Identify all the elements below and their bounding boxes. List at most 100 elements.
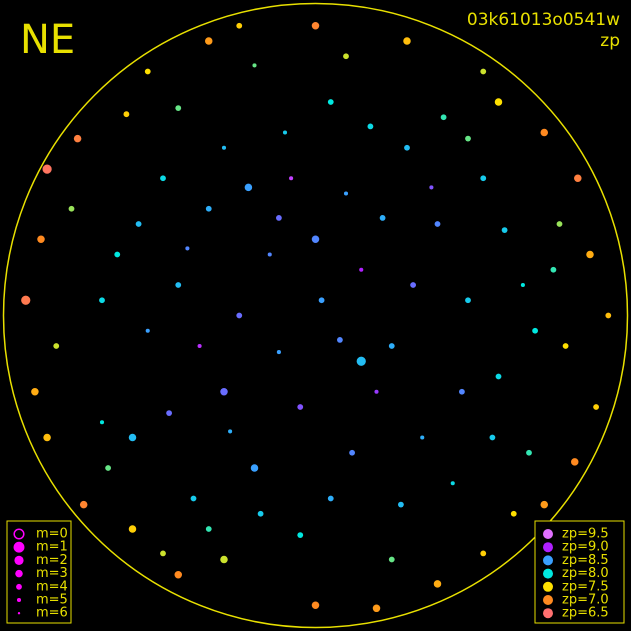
- star: [388, 556, 395, 563]
- star: [289, 176, 294, 181]
- m-legend-marker: [16, 597, 22, 603]
- zp-legend-label: zp=8.0: [562, 566, 609, 581]
- star: [367, 123, 374, 130]
- star: [123, 111, 130, 118]
- zp-legend-label: zp=7.0: [562, 593, 609, 608]
- zp-legend-marker: [543, 568, 553, 579]
- chart-title: NE: [20, 17, 75, 63]
- star: [175, 282, 182, 288]
- m-legend-marker: [13, 528, 25, 540]
- star: [586, 250, 594, 259]
- star: [244, 183, 253, 192]
- star: [128, 433, 137, 442]
- star: [160, 550, 166, 557]
- star: [145, 328, 150, 333]
- star: [343, 53, 349, 60]
- star: [99, 297, 105, 304]
- zp-legend-label: zp=6.5: [562, 606, 609, 621]
- star: [374, 389, 379, 394]
- star: [43, 433, 51, 442]
- m-legend-marker: [13, 541, 25, 553]
- zp-legend-label: zp=8.5: [562, 553, 609, 568]
- star: [297, 532, 304, 538]
- m-legend-label: m=0: [36, 527, 68, 542]
- star: [311, 601, 320, 609]
- zp-legend-marker: [543, 608, 553, 619]
- star: [356, 356, 366, 366]
- star: [429, 185, 434, 190]
- star: [550, 266, 557, 273]
- zp-legend-marker: [543, 555, 553, 566]
- star: [349, 449, 355, 456]
- star: [480, 175, 487, 182]
- star: [311, 235, 320, 243]
- star: [185, 246, 190, 251]
- zp-legend-marker: [543, 595, 553, 605]
- star: [160, 175, 166, 182]
- star: [128, 525, 137, 533]
- star: [276, 350, 281, 355]
- star: [21, 295, 31, 305]
- star: [398, 501, 404, 508]
- star: [282, 130, 288, 135]
- star: [480, 550, 487, 557]
- star: [220, 555, 228, 564]
- star: [372, 604, 381, 613]
- star: [257, 510, 264, 517]
- star: [166, 410, 173, 416]
- star: [574, 174, 582, 182]
- star: [359, 267, 364, 272]
- zp-legend-marker: [543, 542, 553, 553]
- star: [236, 22, 243, 29]
- star: [343, 191, 349, 196]
- star: [250, 464, 259, 472]
- star: [605, 312, 612, 319]
- star: [510, 510, 517, 517]
- star: [144, 68, 151, 75]
- star: [31, 388, 39, 396]
- zp-legend-label: zp=9.5: [562, 527, 609, 542]
- star: [105, 465, 111, 471]
- star: [562, 343, 569, 349]
- star: [434, 221, 441, 227]
- star: [197, 343, 202, 349]
- star: [520, 282, 525, 288]
- star: [175, 105, 182, 111]
- star: [205, 37, 213, 45]
- star: [450, 481, 455, 486]
- star: [337, 337, 343, 343]
- points: [21, 22, 612, 613]
- star: [135, 221, 142, 227]
- star: [252, 63, 257, 68]
- star: [480, 68, 487, 75]
- star: [221, 145, 227, 150]
- star: [174, 571, 182, 579]
- star: [79, 500, 88, 509]
- star: [318, 297, 325, 304]
- star: [489, 434, 496, 441]
- star: [532, 327, 538, 334]
- star: [501, 227, 508, 234]
- star: [465, 297, 471, 304]
- star: [465, 135, 471, 142]
- star: [205, 205, 212, 212]
- m-legend-label: m=4: [36, 579, 68, 594]
- star: [571, 458, 579, 466]
- star: [540, 500, 548, 509]
- star: [494, 98, 503, 106]
- star: [37, 235, 45, 243]
- star: [379, 215, 386, 221]
- m-legend-label: m=2: [36, 553, 68, 568]
- zp-legend-label: zp=7.5: [562, 579, 609, 594]
- star: [403, 37, 411, 45]
- star: [495, 373, 502, 380]
- image-id: 03k61013o0541w: [467, 10, 620, 30]
- m-legend-marker: [16, 583, 22, 590]
- star: [433, 580, 442, 588]
- star: [190, 495, 197, 502]
- star: [276, 215, 282, 221]
- star: [53, 343, 60, 349]
